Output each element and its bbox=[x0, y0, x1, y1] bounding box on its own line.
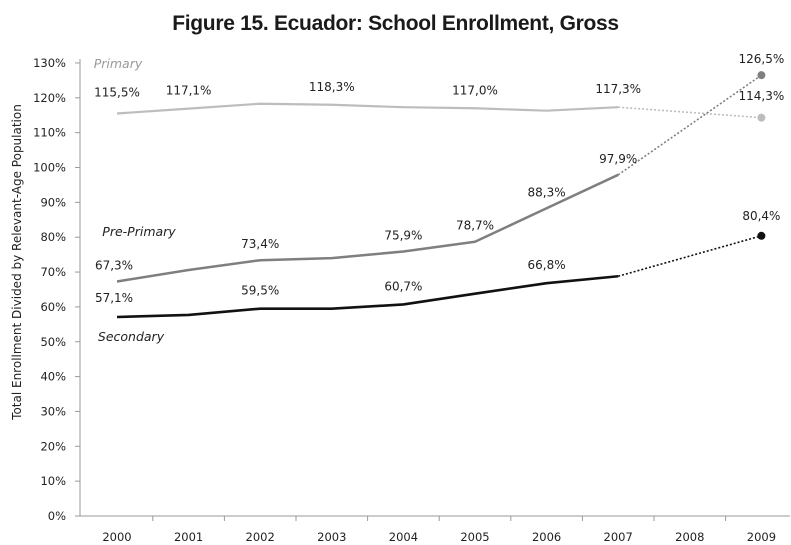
pre-primary-data-label: 126,5% bbox=[739, 52, 785, 66]
primary-data-label: 117,1% bbox=[166, 84, 212, 98]
x-tick-label: 2008 bbox=[675, 530, 704, 544]
primary-data-label: 117,0% bbox=[452, 83, 498, 97]
primary-2009-point bbox=[757, 113, 766, 122]
chart-title: Figure 15. Ecuador: School Enrollment, G… bbox=[172, 12, 619, 35]
secondary-data-label: 66,8% bbox=[528, 258, 566, 272]
x-tick-label: 2000 bbox=[102, 530, 131, 544]
primary-projection-line bbox=[618, 106, 762, 119]
x-tick-label: 2004 bbox=[389, 530, 418, 544]
secondary-series-label: Secondary bbox=[98, 329, 165, 344]
y-tick-label: 70% bbox=[40, 265, 66, 279]
y-tick-label: 30% bbox=[40, 404, 66, 418]
primary-data-label: 114,3% bbox=[739, 89, 785, 103]
pre-primary-projection-line bbox=[617, 74, 762, 176]
primary-data-label: 115,5% bbox=[94, 85, 140, 99]
y-tick-label: 130% bbox=[33, 56, 66, 70]
pre-primary-data-label: 88,3% bbox=[528, 185, 566, 199]
secondary-projection-line bbox=[617, 235, 762, 278]
x-tick-label: 2003 bbox=[317, 530, 346, 544]
secondary-data-label: 57,1% bbox=[95, 291, 133, 305]
y-tick-label: 0% bbox=[48, 509, 66, 523]
x-tick-label: 2006 bbox=[532, 530, 561, 544]
y-tick-label: 20% bbox=[40, 439, 66, 453]
secondary-line bbox=[116, 274, 619, 319]
primary-line bbox=[116, 102, 619, 115]
primary-series-label: Primary bbox=[94, 56, 143, 71]
y-tick-label: 80% bbox=[40, 230, 66, 244]
pre-primary-line bbox=[116, 173, 619, 283]
x-tick-label: 2002 bbox=[246, 530, 275, 544]
pre-primary-data-label: 97,9% bbox=[599, 152, 637, 166]
y-tick-label: 60% bbox=[40, 300, 66, 314]
secondary-data-label: 59,5% bbox=[241, 284, 279, 298]
y-tick-label: 120% bbox=[33, 91, 66, 105]
x-tick-label: 2005 bbox=[460, 530, 489, 544]
secondary-2009-point bbox=[757, 231, 766, 240]
pre-primary-2009-point bbox=[757, 71, 766, 80]
y-tick-label: 40% bbox=[40, 370, 66, 384]
pre-primary-series-label: Pre-Primary bbox=[102, 224, 176, 239]
secondary-data-label: 80,4% bbox=[742, 209, 780, 223]
y-tick-label: 10% bbox=[40, 474, 66, 488]
x-tick-label: 2001 bbox=[174, 530, 203, 544]
y-tick-label: 50% bbox=[40, 335, 66, 349]
y-tick-label: 90% bbox=[40, 195, 66, 209]
primary-data-label: 118,3% bbox=[309, 80, 355, 94]
pre-primary-data-label: 67,3% bbox=[95, 258, 133, 272]
x-tick-label: 2007 bbox=[604, 530, 633, 544]
primary-data-label: 117,3% bbox=[595, 82, 641, 96]
y-tick-label: 110% bbox=[33, 126, 66, 140]
x-tick-label: 2009 bbox=[747, 530, 776, 544]
pre-primary-data-label: 75,9% bbox=[384, 228, 422, 242]
pre-primary-data-label: 78,7% bbox=[456, 219, 494, 233]
secondary-data-label: 60,7% bbox=[384, 279, 422, 293]
pre-primary-data-label: 73,4% bbox=[241, 237, 279, 251]
y-tick-label: 100% bbox=[33, 161, 66, 175]
